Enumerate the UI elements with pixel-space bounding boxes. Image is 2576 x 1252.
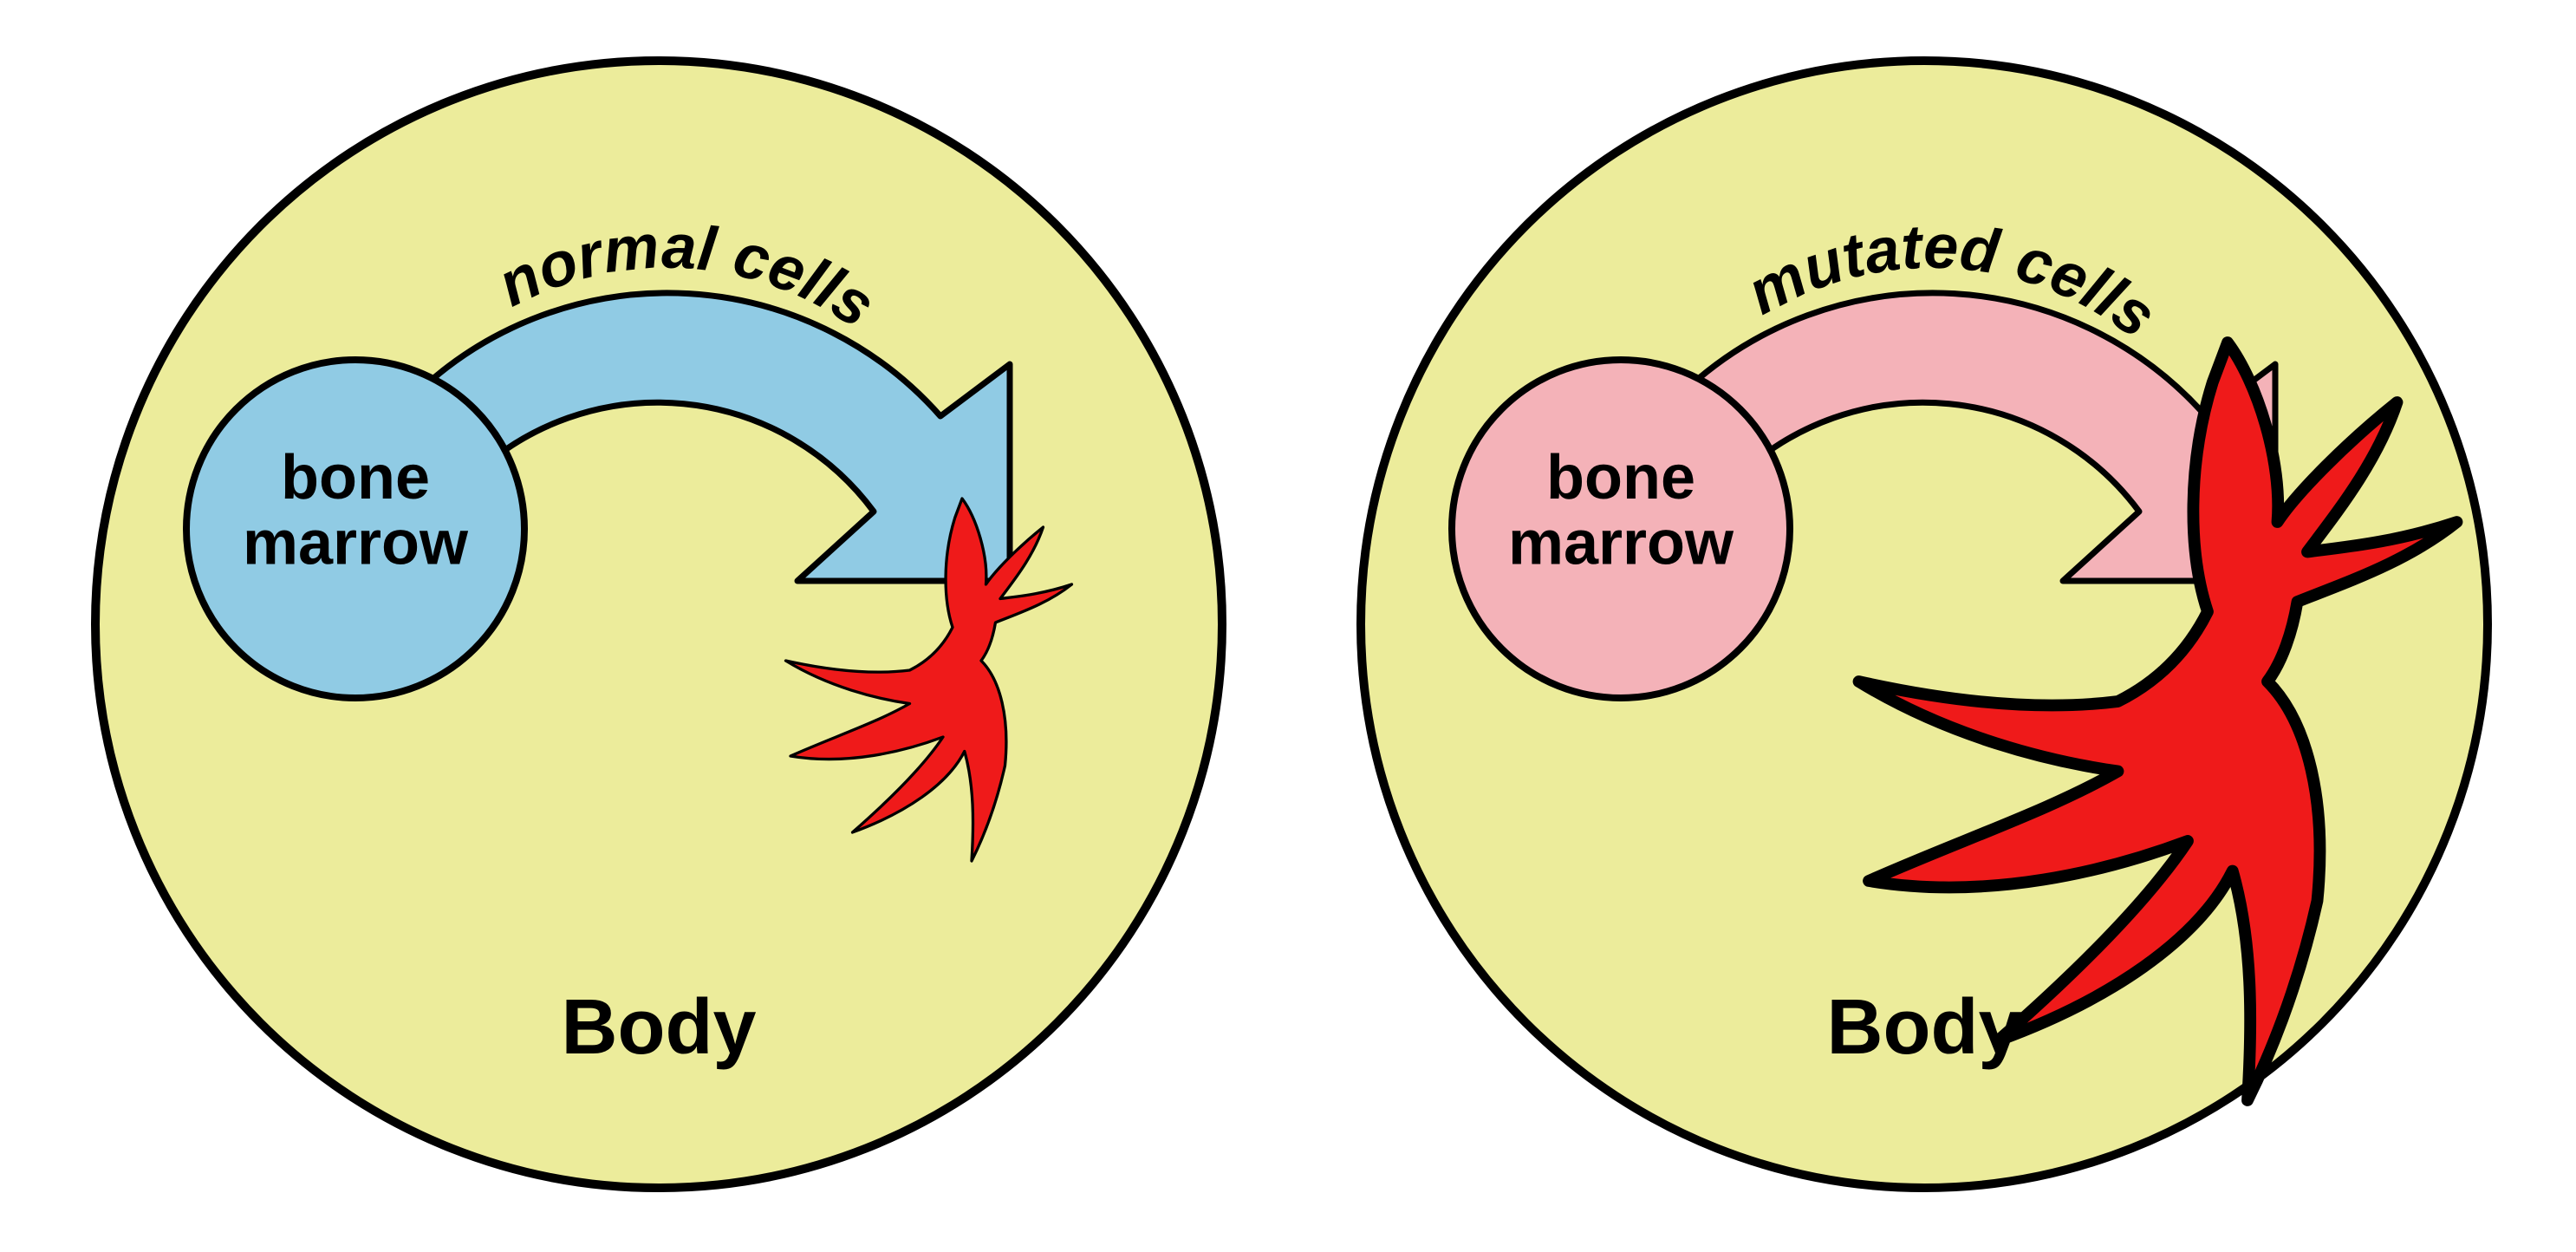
diagram-stage: normal cellsbonemarrowBodymutated cellsb… <box>0 0 2576 1252</box>
body-label: Body <box>1827 984 2022 1071</box>
panel-mutated: mutated cellsbonemarrowBody <box>1335 43 2514 1209</box>
body-label: Body <box>562 984 757 1071</box>
panel-normal: normal cellsbonemarrowBody <box>69 43 1248 1209</box>
